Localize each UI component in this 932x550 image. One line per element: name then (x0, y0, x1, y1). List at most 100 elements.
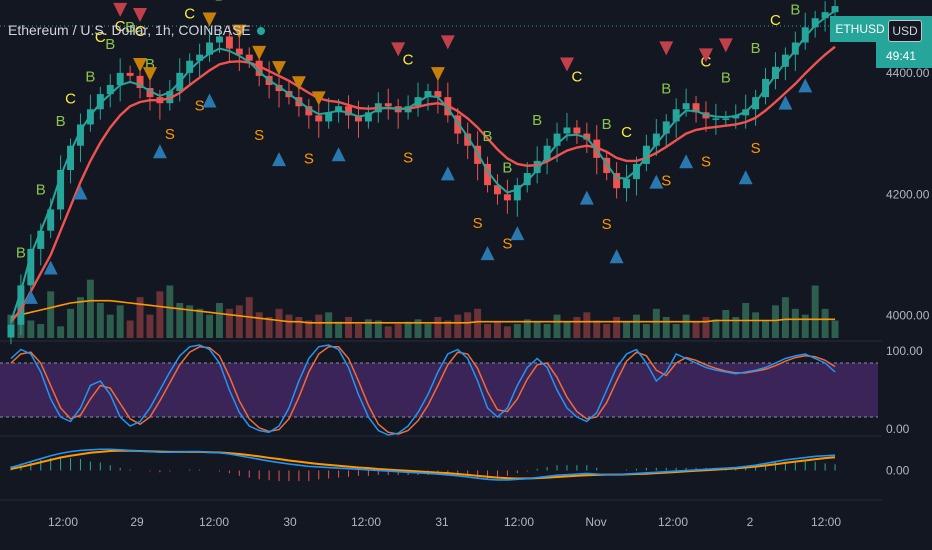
volume-bar (354, 324, 362, 338)
small-sell-arrow (232, 24, 247, 39)
currency-button[interactable]: USD (888, 20, 922, 42)
sell-signal-label: S (403, 149, 413, 166)
candle-body (583, 133, 591, 140)
buy-arrow (73, 185, 88, 200)
buy-signal-label: B (16, 244, 26, 261)
candle-body (811, 18, 819, 28)
buy-signal-label: B (214, 0, 224, 4)
volume-bar (57, 326, 65, 338)
x-axis: 12:00 29 12:00 30 12:00 31 12:00 Nov 12:00 2 12:00 (48, 515, 841, 529)
sell-signal-label: S (602, 216, 612, 233)
volume-bar (771, 305, 779, 338)
c-signal-label: C (184, 6, 195, 23)
c-signal-label: C (403, 51, 414, 68)
volume-bar (791, 308, 799, 338)
volume-bar (186, 305, 194, 338)
buy-arrow (202, 93, 217, 108)
candle-body (821, 12, 829, 19)
volume-bar (523, 319, 531, 338)
volume-bar (533, 321, 541, 338)
volume-bar (434, 317, 442, 338)
buy-signal-label: B (145, 56, 155, 73)
candle-body (771, 66, 779, 79)
volume-bar (424, 324, 432, 338)
chart-title: Ethereum / U.S. Dollar, 1h, COINBASE (8, 22, 265, 38)
candle-body (96, 94, 104, 110)
volume-bar (86, 279, 94, 338)
c-signal-label: C (571, 69, 582, 86)
buy-signal-label: B (790, 2, 800, 19)
volume-bar (444, 320, 452, 338)
buy-arrow (579, 190, 594, 205)
candle-body (781, 54, 789, 67)
sell-arrow (559, 57, 574, 72)
volume-bar (275, 308, 283, 338)
sell-signal-label: S (254, 127, 264, 144)
volume-bar (146, 314, 154, 338)
candle-body (692, 103, 700, 113)
market-status-dot (256, 27, 265, 36)
candle-body (364, 112, 372, 122)
buy-signal-label: B (532, 112, 542, 129)
candle-body (196, 54, 204, 61)
buy-signal-label: B (125, 19, 135, 36)
volume-bar (374, 320, 382, 338)
volume-bar (652, 308, 660, 338)
volume-bar (503, 326, 511, 338)
volume-bar (96, 303, 104, 338)
volume-bar (801, 314, 809, 338)
candle-body (424, 91, 432, 98)
volume-bar (106, 314, 114, 338)
buy-arrow (152, 144, 167, 159)
buy-arrow (738, 170, 753, 185)
candle-body (613, 173, 621, 189)
volume-bar (76, 297, 84, 338)
volume-bar (613, 317, 621, 338)
c-signal-label: C (135, 23, 146, 40)
candle-body (672, 109, 680, 122)
volume-bar (285, 314, 293, 338)
volume-bar (493, 321, 501, 338)
volume-bar (474, 308, 482, 338)
c-signal-label: C (65, 91, 76, 108)
sell-signal-label: S (502, 235, 512, 252)
ema-fast-line (10, 10, 836, 323)
volume-bar (593, 320, 601, 338)
volume-bar (692, 321, 700, 338)
moving-averages (10, 10, 836, 323)
volume-bar (484, 324, 492, 338)
volume-bar (811, 285, 819, 338)
volume-ma-line (10, 299, 836, 324)
title-text: Ethereum / U.S. Dollar, 1h, COINBASE (8, 22, 251, 38)
sell-signal-label: S (661, 172, 671, 189)
buy-signal-label: B (56, 113, 66, 130)
candle-body (831, 6, 839, 13)
volume-bar (265, 317, 273, 338)
volume-bar (27, 320, 35, 338)
candle-body (325, 112, 333, 122)
buy-arrow (480, 246, 495, 261)
volume-bar (345, 317, 353, 338)
c-signal-label: C (621, 124, 632, 141)
macd-line (10, 448, 836, 481)
candle-body (67, 145, 75, 170)
candle-body (106, 85, 114, 95)
candle-body (275, 85, 283, 92)
sell-signal-label: S (751, 140, 761, 157)
y-axis: 4400.00 4200.00 4000.00 100.00 0.00 0.00 (886, 66, 930, 478)
sell-arrow (440, 35, 455, 50)
ema-slow-line (10, 45, 836, 323)
price-axis-label: 4400.00 (886, 66, 930, 80)
volume-bar (37, 324, 45, 338)
volume-bar (732, 317, 740, 338)
volume-bar (603, 324, 611, 338)
buy-signal-label: B (661, 80, 671, 97)
volume-bar (225, 308, 233, 338)
candle-body (345, 106, 353, 116)
candle-body (47, 209, 55, 231)
price-axis-label: 4200.00 (886, 187, 930, 201)
candle-body (652, 133, 660, 146)
volume-bar (573, 317, 581, 338)
bar-countdown: 49:41 (886, 49, 917, 63)
